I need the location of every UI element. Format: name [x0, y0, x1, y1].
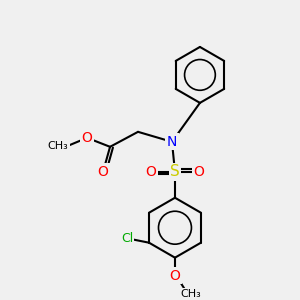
Text: O: O	[82, 131, 92, 145]
Text: O: O	[194, 165, 204, 179]
Text: N: N	[167, 135, 177, 149]
Text: Cl: Cl	[121, 232, 133, 245]
Text: CH₃: CH₃	[48, 141, 68, 151]
Text: O: O	[146, 165, 156, 179]
Text: CH₃: CH₃	[181, 289, 201, 298]
Text: O: O	[169, 269, 180, 283]
Text: S: S	[170, 164, 180, 179]
Text: O: O	[98, 165, 109, 179]
